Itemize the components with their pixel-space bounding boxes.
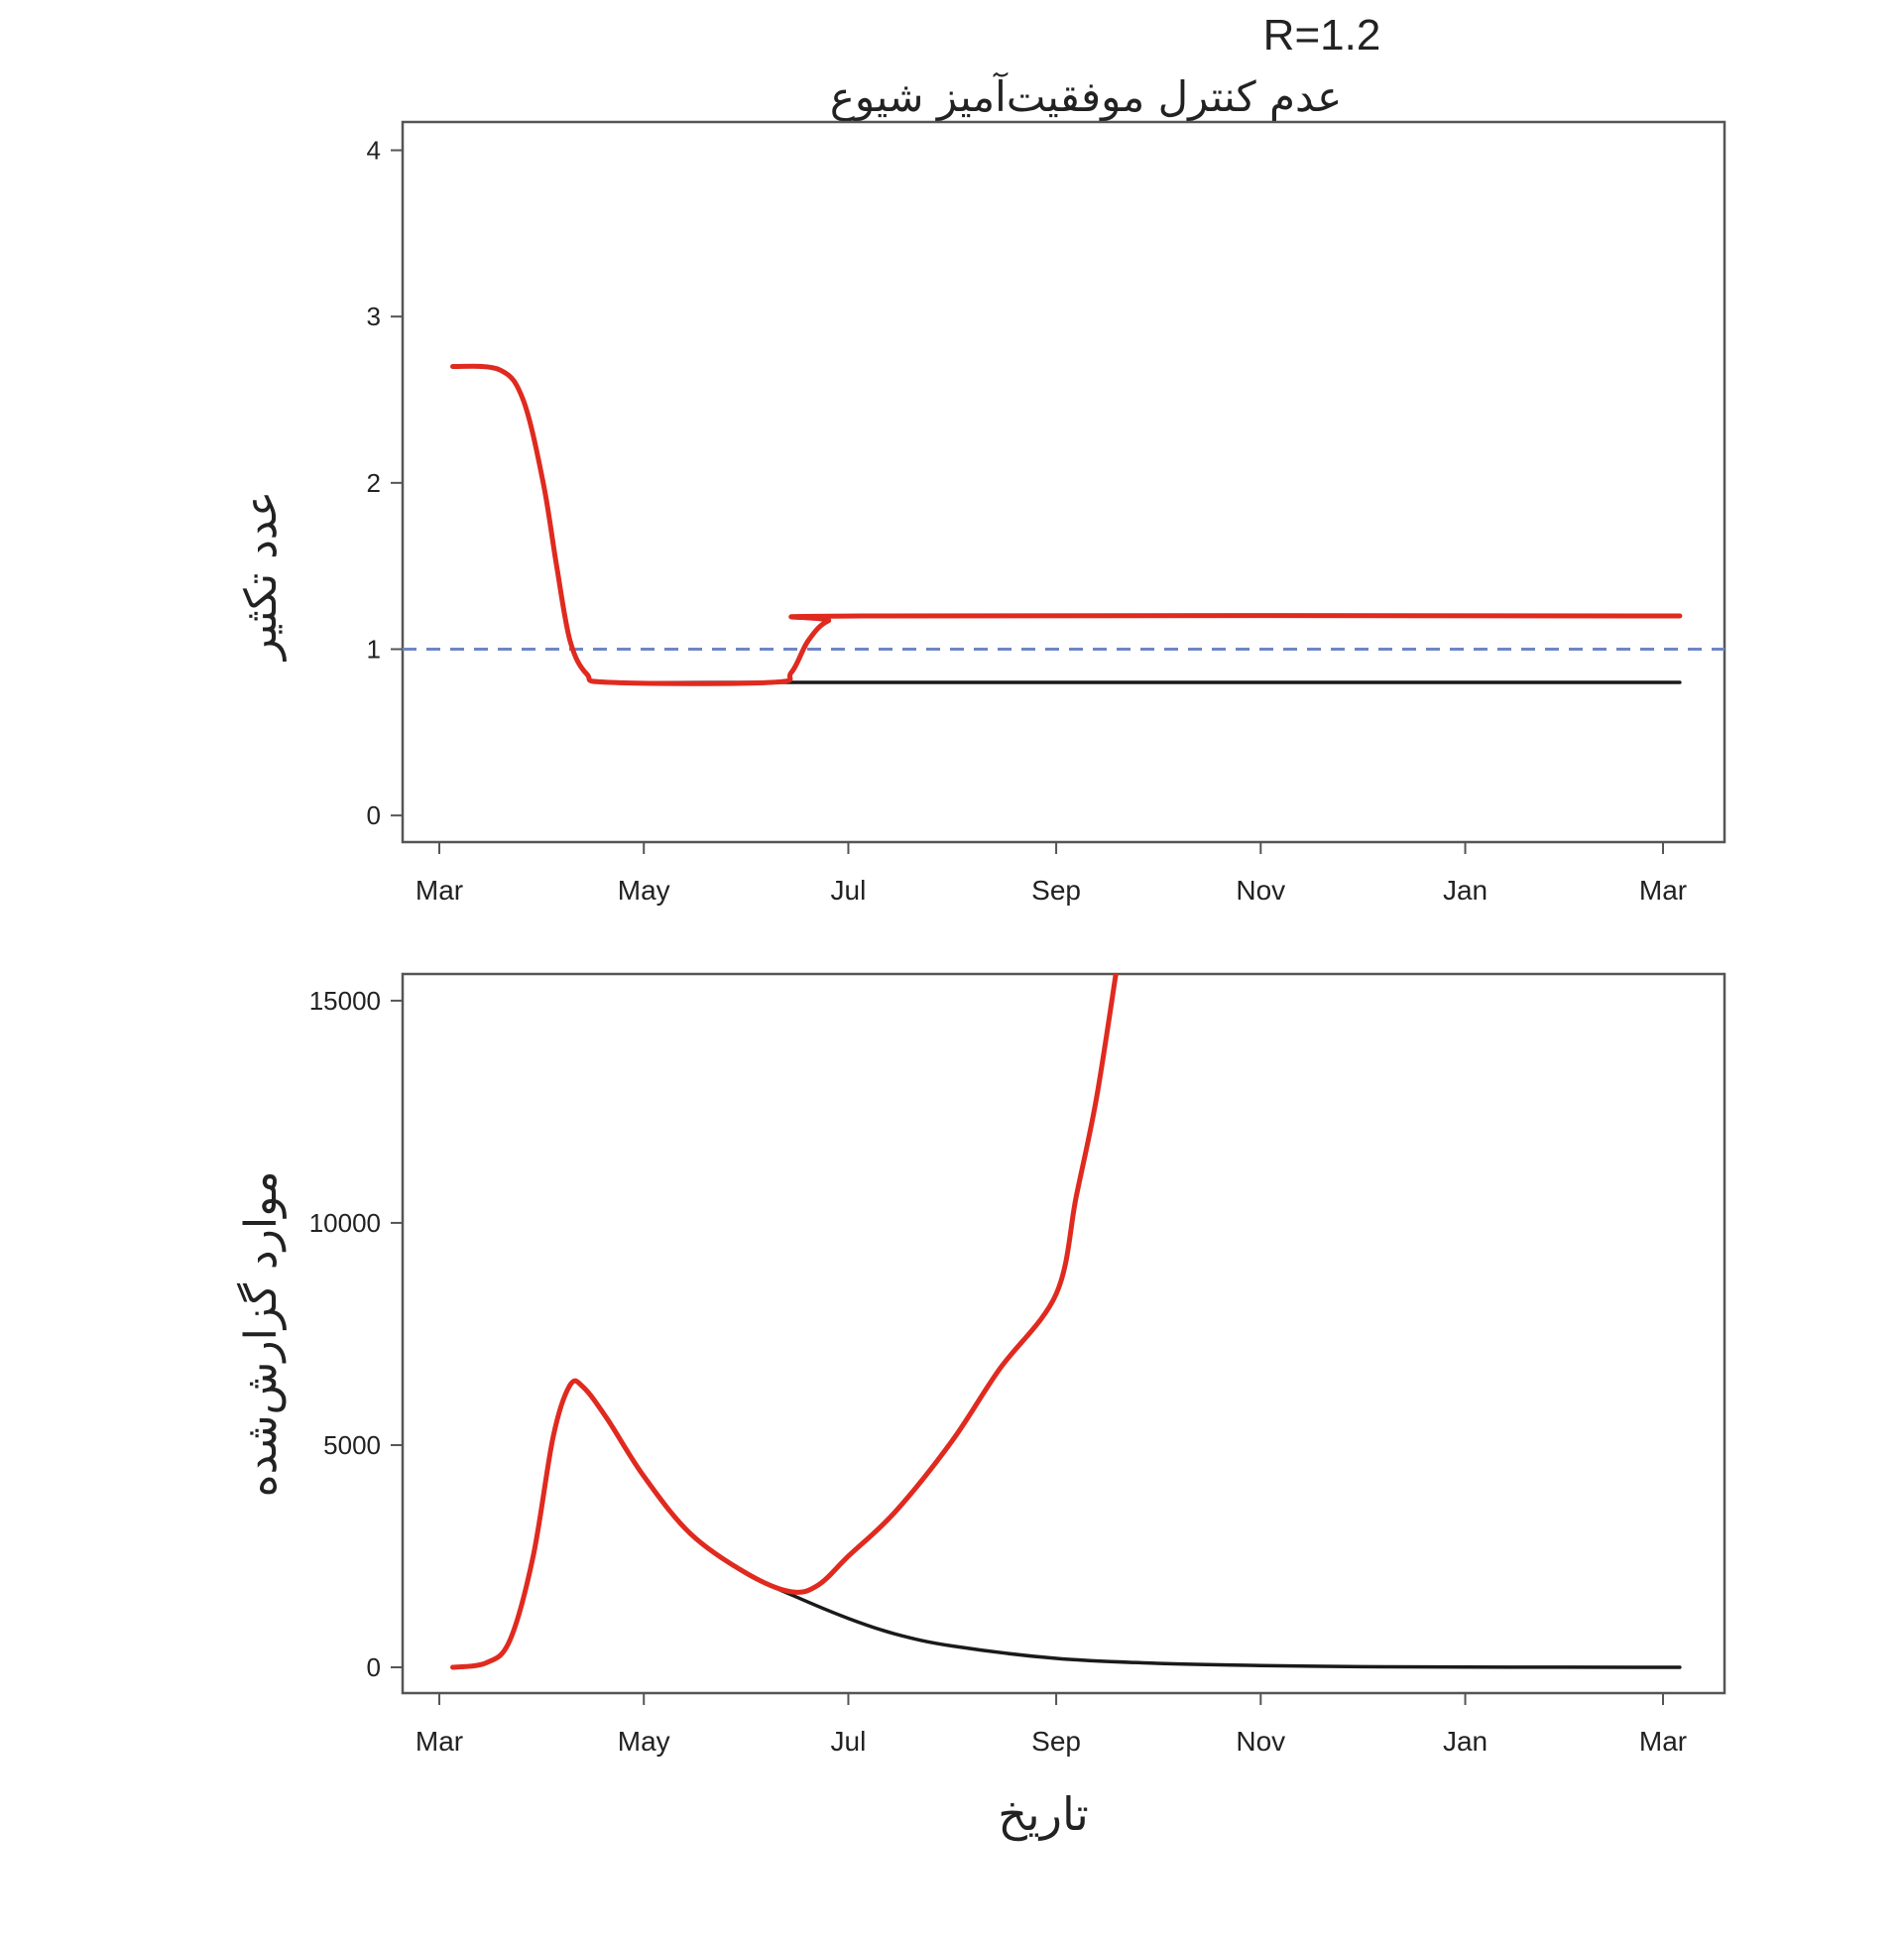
x-tick-label: Mar xyxy=(1639,875,1687,906)
x-tick-label: Jul xyxy=(831,1726,867,1757)
y-tick-label: 0 xyxy=(367,1652,381,1682)
chart-title: R=1.2 xyxy=(1263,11,1381,60)
plot-frame xyxy=(401,120,1726,844)
chart-subtitle: عدم کنترل موفقیت‌آمیز شیوع xyxy=(830,71,1342,121)
x-tick-label: May xyxy=(618,875,670,906)
x-tick-label: May xyxy=(618,1726,670,1757)
x-tick-label: Sep xyxy=(1031,1726,1081,1757)
x-tick-label: Nov xyxy=(1236,1726,1285,1757)
x-tick-label: Sep xyxy=(1031,875,1081,906)
y-axis-label: موارد گزارش‌شده xyxy=(236,1171,287,1498)
top-panel-r-number: عدد تکثیر 0 1 2 3 4 Mar May Jul Sep Nov Jan Mar xyxy=(236,120,1726,906)
series-line-red xyxy=(450,974,1119,1670)
y-tick-label: 2 xyxy=(367,468,381,498)
x-tick-label: Jan xyxy=(1443,875,1488,906)
x-tick-label: Mar xyxy=(1639,1726,1687,1757)
y-tick-label: 1 xyxy=(367,635,381,665)
y-tick-label: 5000 xyxy=(323,1430,381,1460)
plot-frame xyxy=(401,972,1726,1695)
series-line-red xyxy=(450,363,1683,686)
y-tick-label: 10000 xyxy=(309,1208,381,1238)
series-line-black xyxy=(450,364,1682,685)
y-tick-label: 0 xyxy=(367,800,381,830)
series-line-black xyxy=(450,1379,1682,1669)
y-tick-label: 15000 xyxy=(309,986,381,1016)
y-tick-label: 4 xyxy=(367,136,381,166)
y-axis-label: عدد تکثیر xyxy=(236,491,287,662)
y-tick-label: 3 xyxy=(367,302,381,331)
x-tick-label: Jul xyxy=(831,875,867,906)
x-tick-label: Nov xyxy=(1236,875,1285,906)
x-axis-label: تاریخ xyxy=(998,1787,1089,1841)
x-tick-label: Jan xyxy=(1443,1726,1488,1757)
x-tick-label: Mar xyxy=(416,875,463,906)
bottom-panel-reported-cases: موارد گزارش‌شده تاریخ 0 5000 10000 15000 Mar… xyxy=(236,972,1726,1841)
x-tick-label: Mar xyxy=(416,1726,463,1757)
